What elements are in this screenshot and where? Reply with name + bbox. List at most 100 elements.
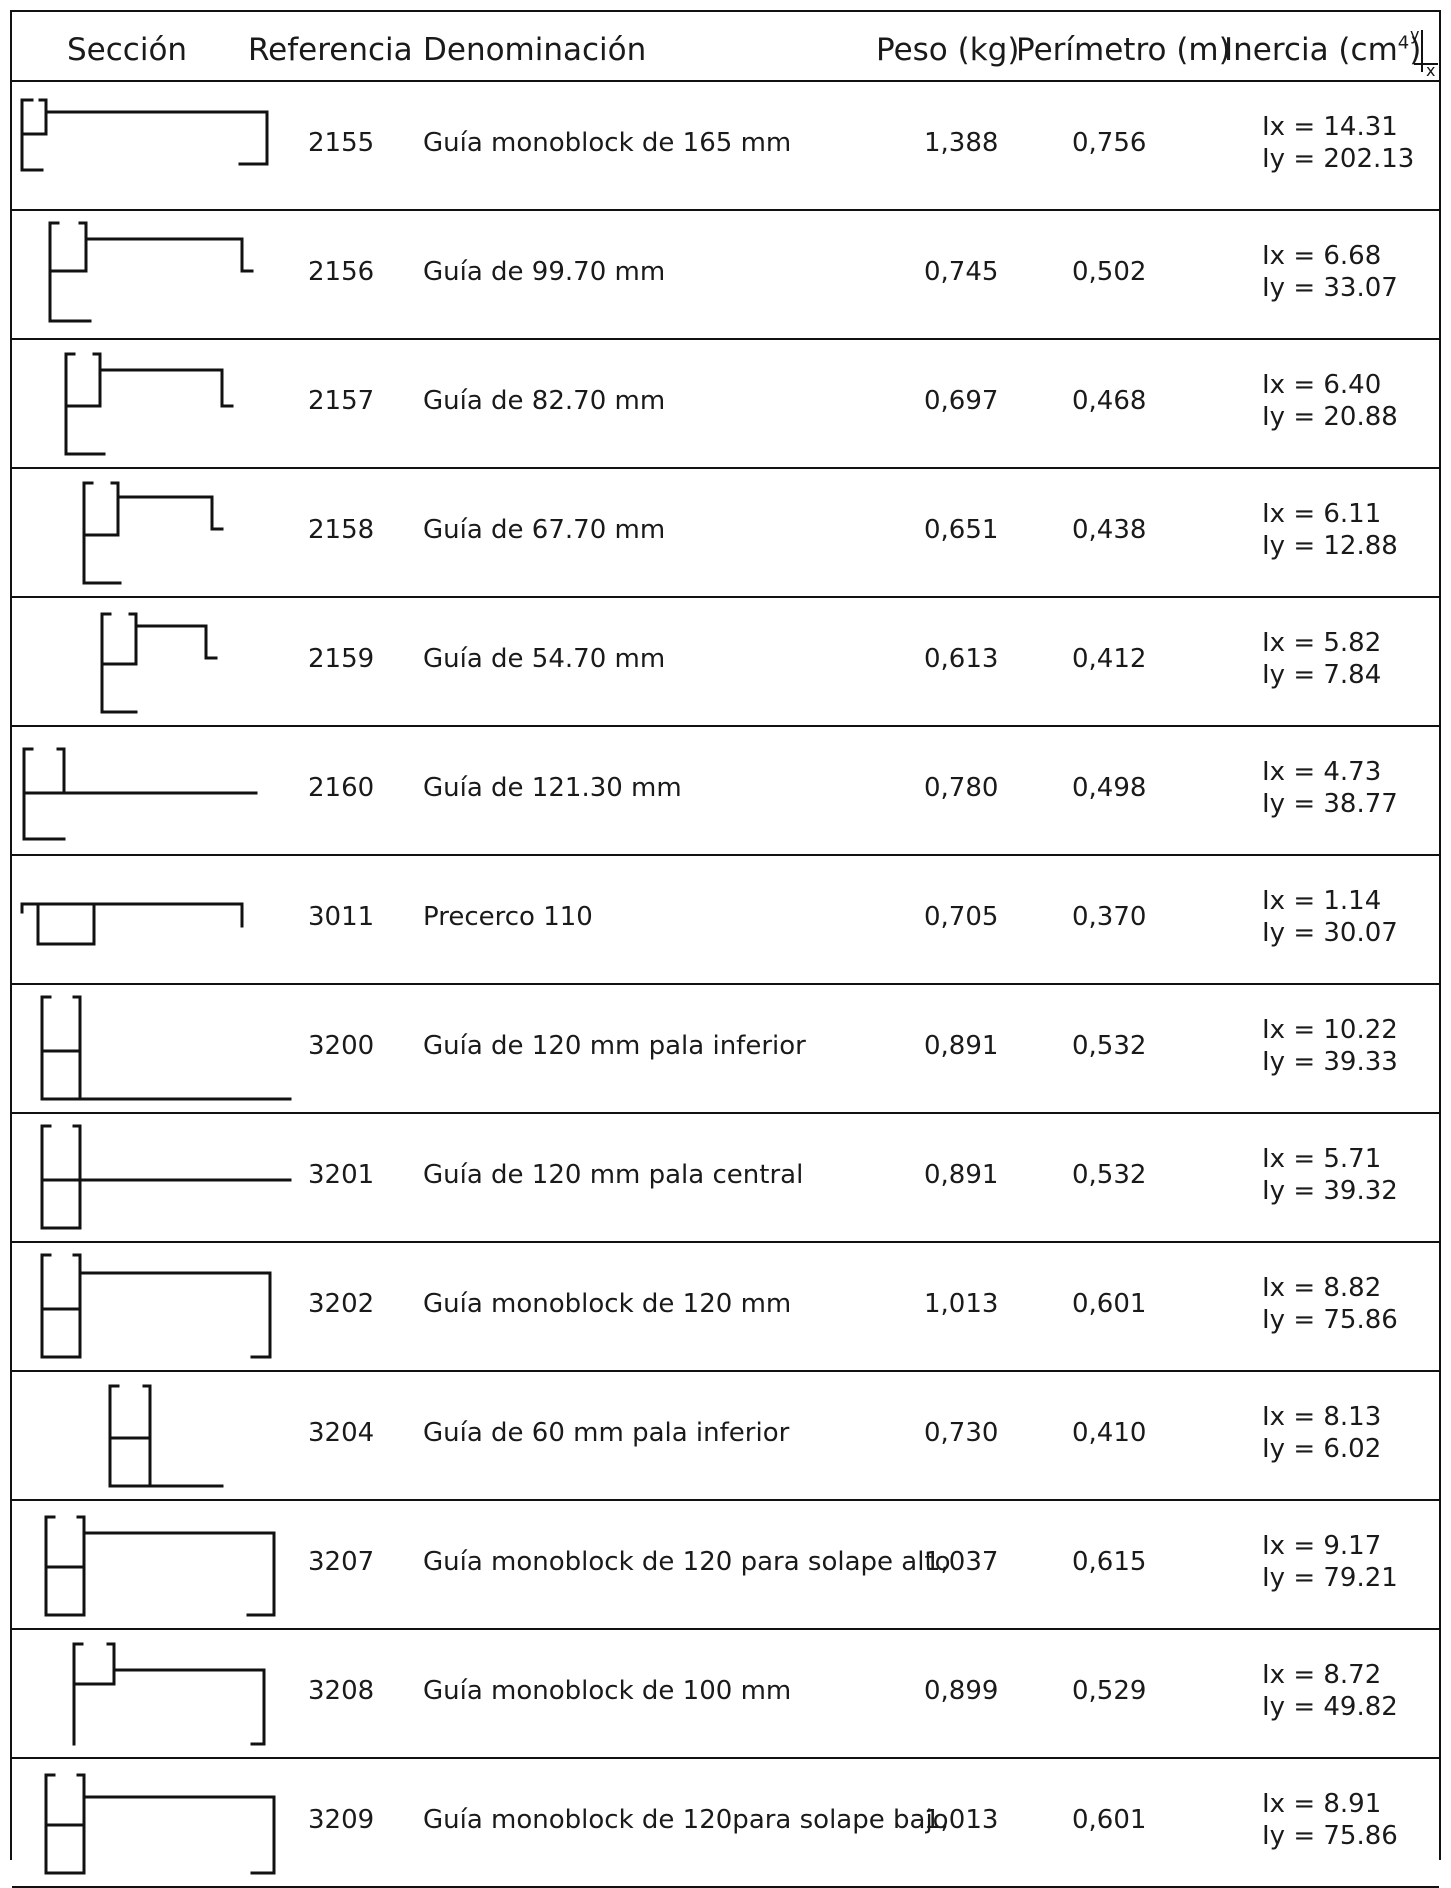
- cell-inercia-iy: Iy = 75.86: [1262, 1305, 1398, 1335]
- cell-inercia-ix: Ix = 6.68: [1262, 241, 1382, 271]
- header-denominacion: Denominación: [423, 32, 647, 68]
- cell-peso: 1,388: [924, 128, 999, 158]
- cell-denominacion: Guía monoblock de 120para solape bajo: [423, 1805, 949, 1835]
- cell-inercia-ix: Ix = 8.82: [1262, 1273, 1382, 1303]
- section-profile-drawing: [108, 1384, 224, 1488]
- profile-outline: [40, 1124, 292, 1230]
- cell-denominacion: Guía monoblock de 120 mm: [423, 1289, 792, 1319]
- cell-inercia-iy: Iy = 30.07: [1262, 918, 1398, 948]
- profile-outline: [48, 221, 254, 323]
- section-profile-drawing: [40, 1253, 272, 1359]
- cell-referencia: 3202: [308, 1289, 375, 1319]
- cell-perimetro: 0,615: [1072, 1547, 1147, 1577]
- table-row: 2155 Guía monoblock de 165 mm 1,388 0,756 Ix…: [12, 82, 1439, 211]
- cell-referencia: 2155: [308, 128, 375, 158]
- section-profile-drawing: [44, 1515, 276, 1617]
- cell-inercia-iy: Iy = 38.77: [1262, 789, 1398, 819]
- section-profile-drawing: [20, 98, 269, 172]
- cell-peso: 1,013: [924, 1805, 999, 1835]
- cell-perimetro: 0,532: [1072, 1160, 1147, 1190]
- cell-peso: 0,613: [924, 644, 999, 674]
- axis-y-label: y: [1410, 26, 1419, 44]
- cell-denominacion: Guía de 99.70 mm: [423, 257, 666, 287]
- cell-inercia-ix: Ix = 9.17: [1262, 1531, 1382, 1561]
- cell-referencia: 3207: [308, 1547, 375, 1577]
- cell-perimetro: 0,529: [1072, 1676, 1147, 1706]
- cell-inercia-ix: Ix = 6.11: [1262, 499, 1382, 529]
- cell-referencia: 3208: [308, 1676, 375, 1706]
- cell-perimetro: 0,412: [1072, 644, 1147, 674]
- cell-peso: 0,891: [924, 1031, 999, 1061]
- cell-peso: 0,745: [924, 257, 999, 287]
- table-row: 2157 Guía de 82.70 mm 0,697 0,468 Ix = 6.40 I…: [12, 340, 1439, 469]
- cell-perimetro: 0,468: [1072, 386, 1147, 416]
- cell-perimetro: 0,370: [1072, 902, 1147, 932]
- cell-perimetro: 0,532: [1072, 1031, 1147, 1061]
- cell-inercia-iy: Iy = 202.13: [1262, 144, 1415, 174]
- profiles-table: Sección Referencia Denominación Peso (kg…: [10, 10, 1441, 1888]
- cell-denominacion: Guía de 54.70 mm: [423, 644, 666, 674]
- cell-perimetro: 0,438: [1072, 515, 1147, 545]
- section-profile-drawing: [40, 1124, 292, 1230]
- header-perimetro: Perímetro (m): [1016, 32, 1231, 68]
- cell-denominacion: Guía de 120 mm pala central: [423, 1160, 804, 1190]
- section-profile-drawing: [48, 221, 254, 323]
- cell-inercia-iy: Iy = 79.21: [1262, 1563, 1398, 1593]
- cell-denominacion: Guía monoblock de 165 mm: [423, 128, 792, 158]
- section-profile-drawing: [72, 1642, 266, 1746]
- cell-referencia: 3011: [308, 902, 375, 932]
- cell-referencia: 2156: [308, 257, 375, 287]
- cell-denominacion: Guía de 120 mm pala inferior: [423, 1031, 806, 1061]
- table-header: Sección Referencia Denominación Peso (kg…: [12, 12, 1439, 82]
- cell-referencia: 2158: [308, 515, 375, 545]
- table-row: 3200 Guía de 120 mm pala inferior 0,891 0,5…: [12, 985, 1439, 1114]
- table-row: 3207 Guía monoblock de 120 para solape al…: [12, 1501, 1439, 1630]
- profile-outline: [108, 1384, 224, 1488]
- cell-peso: 0,891: [924, 1160, 999, 1190]
- profile-outline: [44, 1515, 276, 1617]
- cell-denominacion: Guía de 121.30 mm: [423, 773, 682, 803]
- cell-inercia-iy: Iy = 33.07: [1262, 273, 1398, 303]
- header-inercia: Inercia (cm4): [1224, 32, 1421, 68]
- table-row: 3204 Guía de 60 mm pala inferior 0,730 0,41…: [12, 1372, 1439, 1501]
- cell-inercia-iy: Iy = 6.02: [1262, 1434, 1382, 1464]
- cell-perimetro: 0,756: [1072, 128, 1147, 158]
- axis-x-label: x: [1426, 61, 1435, 76]
- header-inercia-exponent: 4: [1397, 32, 1410, 54]
- profile-outline: [40, 995, 292, 1101]
- cell-inercia-ix: Ix = 8.91: [1262, 1789, 1382, 1819]
- cell-referencia: 3201: [308, 1160, 375, 1190]
- cell-inercia-ix: Ix = 6.40: [1262, 370, 1382, 400]
- cell-peso: 0,780: [924, 773, 999, 803]
- cell-referencia: 2160: [308, 773, 375, 803]
- table-row: 2160 Guía de 121.30 mm 0,780 0,498 Ix = 4.73…: [12, 727, 1439, 856]
- cell-peso: 0,697: [924, 386, 999, 416]
- section-profile-drawing: [20, 902, 244, 946]
- cell-peso: 0,899: [924, 1676, 999, 1706]
- cell-denominacion: Guía monoblock de 100 mm: [423, 1676, 792, 1706]
- profile-outline: [40, 1253, 272, 1359]
- cell-referencia: 3200: [308, 1031, 375, 1061]
- cell-peso: 0,705: [924, 902, 999, 932]
- profile-outline: [44, 1773, 276, 1875]
- table-row: 2159 Guía de 54.70 mm 0,613 0,412 Ix = 5.82 I…: [12, 598, 1439, 727]
- table-row: 3201 Guía de 120 mm pala central 0,891 0,53…: [12, 1114, 1439, 1243]
- cell-peso: 1,013: [924, 1289, 999, 1319]
- profile-outline: [64, 352, 234, 456]
- header-seccion: Sección: [67, 32, 188, 68]
- cell-denominacion: Guía de 67.70 mm: [423, 515, 666, 545]
- profile-outline: [82, 481, 224, 585]
- cell-inercia-iy: Iy = 7.84: [1262, 660, 1382, 690]
- axis-icon: y x: [1410, 26, 1438, 76]
- cell-inercia-ix: Ix = 14.31: [1262, 112, 1398, 142]
- table-row: 3209 Guía monoblock de 120para solape baj…: [12, 1759, 1439, 1888]
- profile-outline: [20, 902, 244, 946]
- header-peso: Peso (kg): [876, 32, 1020, 68]
- section-profile-drawing: [22, 747, 258, 841]
- cell-denominacion: Guía de 82.70 mm: [423, 386, 666, 416]
- header-inercia-label: Inercia (cm: [1224, 32, 1398, 68]
- profile-outline: [72, 1642, 266, 1746]
- section-profile-drawing: [64, 352, 234, 456]
- table-row: 3208 Guía monoblock de 100 mm 0,899 0,529 Ix…: [12, 1630, 1439, 1759]
- cell-inercia-ix: Ix = 1.14: [1262, 886, 1382, 916]
